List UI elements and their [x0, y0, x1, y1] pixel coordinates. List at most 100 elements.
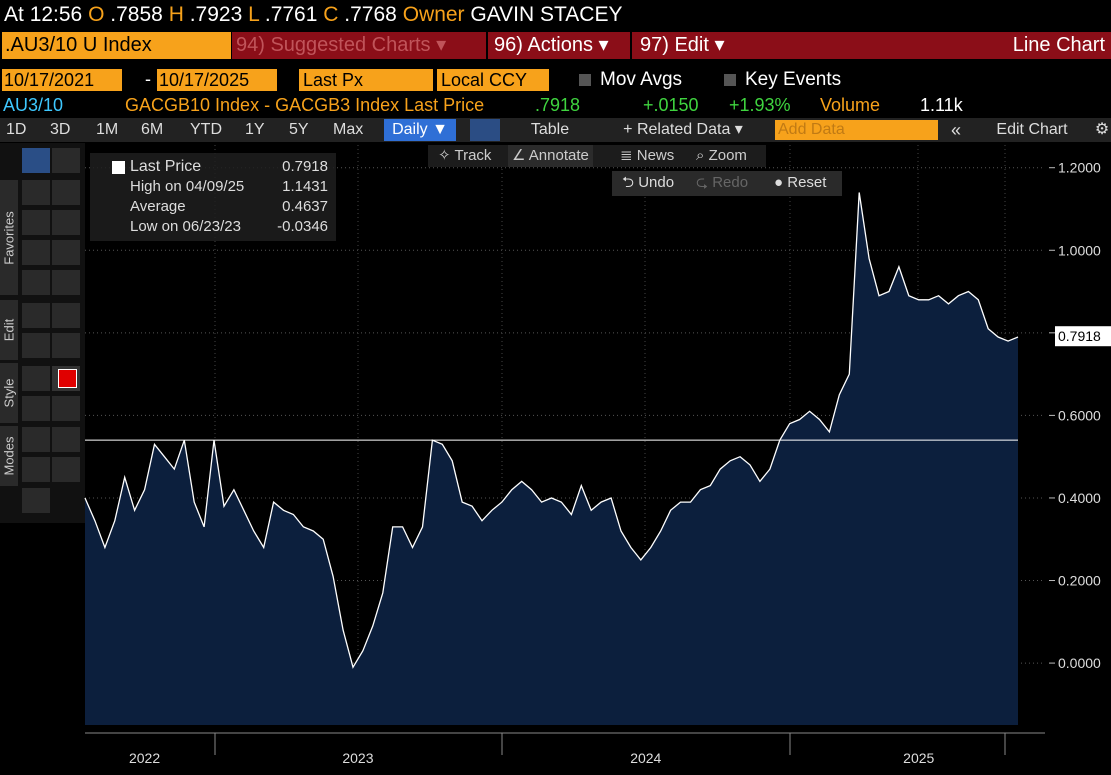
tool-button[interactable]: [52, 333, 80, 358]
menu-item[interactable]: 96) Actions ▾: [494, 34, 609, 56]
tool-button[interactable]: [52, 396, 80, 421]
add-data-input[interactable]: Add Data: [775, 120, 938, 140]
legend-label: Low on 06/23/23: [130, 218, 241, 235]
last-value-box: [1055, 326, 1111, 347]
value: .7858: [110, 3, 163, 26]
volume: 1.11k: [920, 95, 963, 115]
label: L: [248, 3, 260, 26]
volume-label: Volume: [820, 95, 881, 115]
tool-button[interactable]: [22, 457, 50, 482]
tool-button[interactable]: [22, 303, 50, 328]
x-tick-label: 2022: [129, 750, 160, 766]
value: .7761: [264, 3, 318, 26]
price-line: [84, 192, 1019, 669]
tool-button[interactable]: [52, 457, 80, 482]
checkbox[interactable]: [579, 74, 591, 86]
value: 12:56: [29, 3, 83, 26]
redo-button[interactable]: ⮎ Redo: [696, 174, 749, 191]
legend-value: -0.0346: [277, 218, 328, 235]
x-tick-label: 2025: [903, 750, 934, 766]
value: GAVIN STACEY: [470, 3, 623, 26]
description: GACGB10 Index - GACGB3 Index Last Price: [125, 95, 485, 115]
collapse-button[interactable]: «: [950, 120, 961, 140]
checkbox-label: Key Events: [745, 69, 842, 90]
y-tick-label: 0.0000: [1058, 655, 1101, 671]
tool-button[interactable]: [52, 148, 80, 173]
x-tick-label: 2024: [630, 750, 661, 766]
edit-chart[interactable]: Edit Chart: [996, 121, 1068, 138]
tool-track[interactable]: ✧ Track: [438, 147, 492, 164]
x-tick-label: 2023: [342, 750, 373, 766]
checkbox[interactable]: [724, 74, 736, 86]
legend-label: High on 04/09/25: [130, 178, 245, 195]
legend-value: 0.7918: [282, 158, 328, 175]
y-tick-label: 0.2000: [1058, 573, 1101, 589]
change: +.0150: [643, 95, 699, 115]
range-tab[interactable]: 1Y: [245, 121, 265, 138]
toolbar-section: Style: [0, 363, 18, 423]
y-tick-label: 1.2000: [1058, 160, 1101, 176]
table-tab[interactable]: Table: [530, 121, 570, 138]
tool-button[interactable]: [52, 427, 80, 452]
tool-button[interactable]: [22, 333, 50, 358]
legend: [90, 153, 336, 241]
related-data[interactable]: + Related Data ▾: [623, 121, 743, 138]
label: Owner: [402, 3, 465, 26]
range-tab[interactable]: 1M: [96, 121, 119, 138]
label: At: [4, 3, 24, 26]
range-tab[interactable]: 1D: [6, 121, 27, 138]
label: O: [88, 3, 105, 26]
start-date[interactable]: 10/17/2021: [2, 69, 122, 91]
reset-button[interactable]: ● Reset: [774, 174, 827, 191]
history-bar: [612, 171, 842, 196]
tool-button[interactable]: [52, 270, 80, 295]
range-tab[interactable]: Max: [333, 121, 364, 138]
range-tab[interactable]: 6M: [141, 121, 164, 138]
tool-news[interactable]: ≣ News: [620, 147, 675, 164]
color-swatch[interactable]: [58, 369, 77, 388]
security-input[interactable]: .AU3/10 U Index: [2, 32, 231, 59]
range-tab[interactable]: 5Y: [289, 121, 309, 138]
header-bar: At 12:56 O .7858 H .7923 L .7761 C .7768…: [4, 3, 622, 27]
value: .7923: [189, 3, 243, 26]
divider: [630, 32, 632, 59]
label: H: [168, 3, 184, 26]
tool-button[interactable]: [22, 148, 50, 173]
y-tick-label: 0.6000: [1058, 407, 1101, 423]
range-tab[interactable]: YTD: [190, 121, 222, 138]
chart-type-icon[interactable]: [470, 119, 500, 141]
ticker: AU3/10: [3, 95, 64, 115]
menu-item[interactable]: 94) Suggested Charts ▾: [236, 34, 447, 56]
undo-button[interactable]: ⮌ Undo: [622, 174, 675, 191]
tool-button[interactable]: [22, 427, 50, 452]
frequency-button[interactable]: Daily ▼: [384, 119, 456, 141]
last-value-label: 0.7918: [1058, 328, 1101, 344]
tool-button[interactable]: [22, 240, 50, 265]
tool-button[interactable]: [52, 210, 80, 235]
range-tab[interactable]: 3D: [50, 121, 71, 138]
tool-zoom[interactable]: ⌕ Zoom: [696, 147, 747, 164]
tool-button[interactable]: [22, 488, 50, 513]
tool-button[interactable]: [52, 180, 80, 205]
field-select[interactable]: Last Px: [299, 69, 433, 91]
value: .7768: [344, 3, 397, 26]
tool-button[interactable]: [22, 210, 50, 235]
divider: [486, 32, 488, 59]
tool-button[interactable]: [22, 366, 50, 391]
legend-value: 0.4637: [282, 198, 328, 215]
last-price: .7918: [535, 95, 581, 115]
tool-button[interactable]: [22, 270, 50, 295]
tool-button[interactable]: [52, 240, 80, 265]
tool-button[interactable]: [22, 180, 50, 205]
toolbar-section: Modes: [0, 426, 18, 486]
end-date[interactable]: 10/17/2025: [157, 69, 277, 91]
y-tick-label: 0.4000: [1058, 490, 1101, 506]
tool-button[interactable]: [22, 396, 50, 421]
currency-select[interactable]: Local CCY: [437, 69, 549, 91]
menu-item[interactable]: 97) Edit ▾: [640, 34, 725, 56]
view-name: Line Chart: [1012, 34, 1105, 56]
tool-button[interactable]: [52, 303, 80, 328]
change-pct: +1.93%: [729, 95, 791, 115]
tool-annotate[interactable]: ∠ Annotate: [508, 145, 593, 167]
settings-icon[interactable]: ⚙: [1094, 121, 1110, 138]
